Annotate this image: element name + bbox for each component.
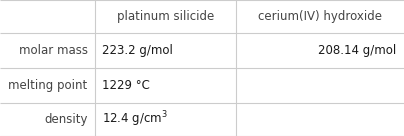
Text: 223.2 g/mol: 223.2 g/mol — [102, 44, 173, 57]
Text: 208.14 g/mol: 208.14 g/mol — [318, 44, 397, 57]
Text: melting point: melting point — [8, 79, 88, 92]
Text: 12.4 g/cm$^3$: 12.4 g/cm$^3$ — [102, 109, 168, 129]
Text: 1229 °C: 1229 °C — [102, 79, 150, 92]
Text: cerium(IV) hydroxide: cerium(IV) hydroxide — [258, 10, 382, 23]
Text: density: density — [44, 113, 88, 126]
Text: platinum silicide: platinum silicide — [117, 10, 214, 23]
Text: molar mass: molar mass — [19, 44, 88, 57]
